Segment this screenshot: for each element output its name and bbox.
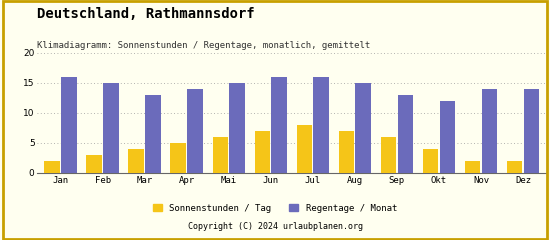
- Bar: [129, 149, 144, 173]
- Bar: [296, 125, 312, 173]
- Bar: [439, 101, 455, 173]
- Bar: [212, 137, 228, 173]
- Bar: [86, 155, 102, 173]
- Bar: [145, 95, 161, 173]
- Text: Copyright (C) 2024 urlaubplanen.org: Copyright (C) 2024 urlaubplanen.org: [188, 222, 362, 231]
- Bar: [61, 77, 76, 173]
- Bar: [339, 131, 354, 173]
- Bar: [381, 137, 396, 173]
- Bar: [271, 77, 287, 173]
- Bar: [170, 143, 186, 173]
- Bar: [524, 89, 539, 173]
- Legend: Sonnenstunden / Tag, Regentage / Monat: Sonnenstunden / Tag, Regentage / Monat: [153, 204, 397, 213]
- Bar: [103, 83, 119, 173]
- Bar: [465, 161, 480, 173]
- Bar: [482, 89, 497, 173]
- Bar: [229, 83, 245, 173]
- Text: Klimadiagramm: Sonnenstunden / Regentage, monatlich, gemittelt: Klimadiagramm: Sonnenstunden / Regentage…: [37, 41, 371, 50]
- Bar: [507, 161, 522, 173]
- Bar: [423, 149, 438, 173]
- Bar: [188, 89, 203, 173]
- Bar: [255, 131, 270, 173]
- Bar: [45, 161, 60, 173]
- Text: Deutschland, Rathmannsdorf: Deutschland, Rathmannsdorf: [37, 7, 255, 21]
- Bar: [355, 83, 371, 173]
- Bar: [314, 77, 329, 173]
- Bar: [398, 95, 413, 173]
